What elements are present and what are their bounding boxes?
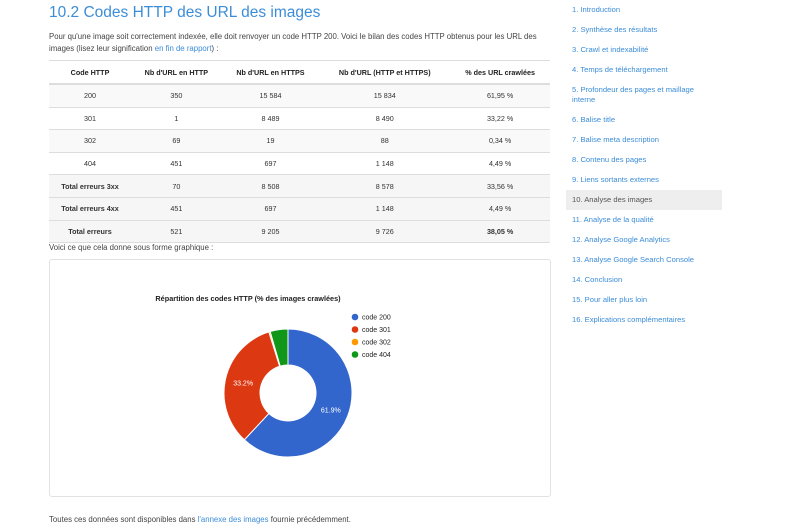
table-cell: 4,49 %	[450, 151, 550, 175]
table-cell: 521	[131, 219, 222, 244]
table-cell: 0,34 %	[450, 129, 550, 153]
table-cell: 451	[131, 196, 222, 221]
intro-end: ) :	[211, 44, 219, 53]
sidebar-item[interactable]: 1. Introduction	[572, 5, 621, 14]
sidebar-item[interactable]: 10. Analyse des images	[566, 190, 722, 210]
table-cell: 697	[221, 151, 320, 175]
pie-slice-code-404	[269, 328, 289, 367]
table-cell: 8 490	[319, 106, 451, 130]
table-cell: 4,49 %	[450, 196, 550, 221]
table-cell: 88	[319, 129, 451, 153]
table-cell: 9 726	[319, 219, 451, 244]
table-cell: 451	[131, 151, 222, 175]
table-cell: 350	[131, 83, 222, 108]
sidebar-item[interactable]: 8. Contenu des pages	[572, 155, 647, 164]
http-codes-table: Code HTTP Nb d'URL en HTTP Nb d'URL en HTT…	[49, 60, 550, 244]
sidebar-item[interactable]: 13. Analyse Google Search Console	[572, 255, 695, 264]
table-cell: 404	[49, 151, 132, 175]
sidebar-item[interactable]: 12. Analyse Google Analytics	[572, 235, 670, 244]
main-content: 10.2 Codes HTTP des URL des images Pour …	[49, 0, 551, 524]
table-cell: 15 834	[319, 83, 451, 108]
sidebar-item[interactable]: 16. Explications complémentaires	[572, 315, 686, 324]
table-cell: 70	[131, 174, 222, 198]
table-cell: Total erreurs 4xx	[49, 196, 132, 221]
section-title: 10.2 Codes HTTP des URL des images	[49, 4, 321, 21]
legend-label: code 200	[362, 315, 391, 322]
sidebar-item[interactable]: 2. Synthèse des résultats	[572, 25, 658, 34]
table-cell: 1	[131, 106, 222, 130]
table-body: 200 350 15 584 15 834 61,95 % 301 1 8 489 8 490 3…	[49, 83, 550, 244]
slice-label: 61.9%	[321, 407, 341, 414]
report-end-link[interactable]: en fin de rapport	[154, 44, 212, 53]
table-cell: 9 205	[221, 219, 320, 244]
table-row: Total erreurs 3xx 70 8 508 8 578 33,56 %	[49, 174, 550, 198]
legend-label: code 301	[362, 327, 391, 334]
table-row: 200 350 15 584 15 834 61,95 %	[49, 83, 550, 108]
table-cell: 33,56 %	[450, 174, 550, 198]
table-cell: 1 148	[319, 151, 451, 175]
pie-chart: Répartition des codes HTTP (% des images…	[155, 294, 391, 458]
sidebar-item[interactable]: 6. Balise title	[572, 115, 616, 124]
sidebar-item[interactable]: 3. Crawl et indexabilité	[572, 45, 649, 54]
legend-marker	[351, 338, 359, 346]
images-annex-link[interactable]: l'annexe des images	[197, 515, 269, 524]
table-cell: 697	[221, 196, 320, 221]
legend-marker	[351, 326, 359, 333]
chart-title: Répartition des codes HTTP (% des images…	[155, 294, 341, 303]
legend-marker	[351, 351, 359, 358]
footer-end: fournie précédemment.	[268, 515, 351, 524]
legend-marker	[351, 313, 359, 321]
sidebar-item[interactable]: 11. Analyse de la qualité	[572, 215, 654, 224]
chart-caption: Voici ce que cela donne sous forme graph…	[49, 243, 214, 252]
sidebar-item[interactable]: 4. Temps de téléchargement	[572, 65, 668, 74]
table-cell: 200	[49, 83, 132, 108]
table-cell: 33,22 %	[450, 106, 550, 130]
column-header: % des URL crawlées	[450, 60, 550, 85]
table-cell: Total erreurs	[49, 219, 132, 244]
table-cell: 15 584	[221, 83, 320, 108]
table-cell: 8 578	[319, 174, 451, 198]
slice-label: 33.2%	[233, 380, 253, 387]
column-header: Nb d'URL en HTTPS	[221, 60, 320, 85]
table-cell: 8 508	[221, 174, 320, 198]
sidebar-item[interactable]: 9. Liens sortants externes	[572, 175, 659, 184]
pie-slice-code-301	[223, 331, 281, 441]
table-row: 301 1 8 489 8 490 33,22 %	[49, 106, 550, 130]
footer-text: Toutes ces données sont disponibles dans	[49, 515, 198, 524]
pie-slice-code-200	[243, 328, 353, 458]
table-row: 404 451 697 1 148 4,49 %	[49, 151, 550, 175]
chart-container: Répartition des codes HTTP (% des images…	[49, 259, 551, 497]
table-row: 302 69 19 88 0,34 %	[49, 129, 550, 153]
table-row: Total erreurs 521 9 205 9 726 38,05 %	[49, 219, 550, 244]
table-of-contents: 1. Introduction 2. Synthèse des résultats…	[566, 0, 722, 330]
column-header: Code HTTP	[49, 60, 132, 85]
sidebar-item[interactable]: 15. Pour aller plus loin	[572, 295, 648, 304]
table-row: Total erreurs 4xx 451 697 1 148 4,49 %	[49, 196, 550, 221]
table-cell: 38,05 %	[450, 219, 550, 244]
intro-paragraph: Pour qu'une image soit correctement inde…	[49, 31, 551, 55]
footer-note: Toutes ces données sont disponibles dans…	[49, 515, 351, 524]
table-cell: 69	[131, 129, 222, 153]
table-cell: 302	[49, 129, 132, 153]
column-header: Nb d'URL en HTTP	[131, 60, 222, 85]
table-cell: Total erreurs 3xx	[49, 174, 132, 198]
table-header-row: Code HTTP Nb d'URL en HTTP Nb d'URL en HTT…	[49, 60, 550, 85]
table-cell: 19	[221, 129, 320, 153]
legend-label: code 302	[362, 340, 391, 347]
table-cell: 8 489	[221, 106, 320, 130]
intro-text: Pour qu'une image soit correctement inde…	[49, 32, 537, 53]
table-cell: 61,95 %	[450, 83, 550, 108]
sidebar-item[interactable]: 5. Profondeur des pages et maillage inte…	[572, 85, 695, 104]
table-cell: 1 148	[319, 196, 451, 221]
sidebar-item[interactable]: 14. Conclusion	[572, 275, 623, 284]
column-header: Nb d'URL (HTTP et HTTPS)	[319, 60, 451, 85]
legend-label: code 404	[362, 352, 391, 359]
sidebar-item[interactable]: 7. Balise meta description	[572, 135, 659, 144]
table-cell: 301	[49, 106, 132, 130]
